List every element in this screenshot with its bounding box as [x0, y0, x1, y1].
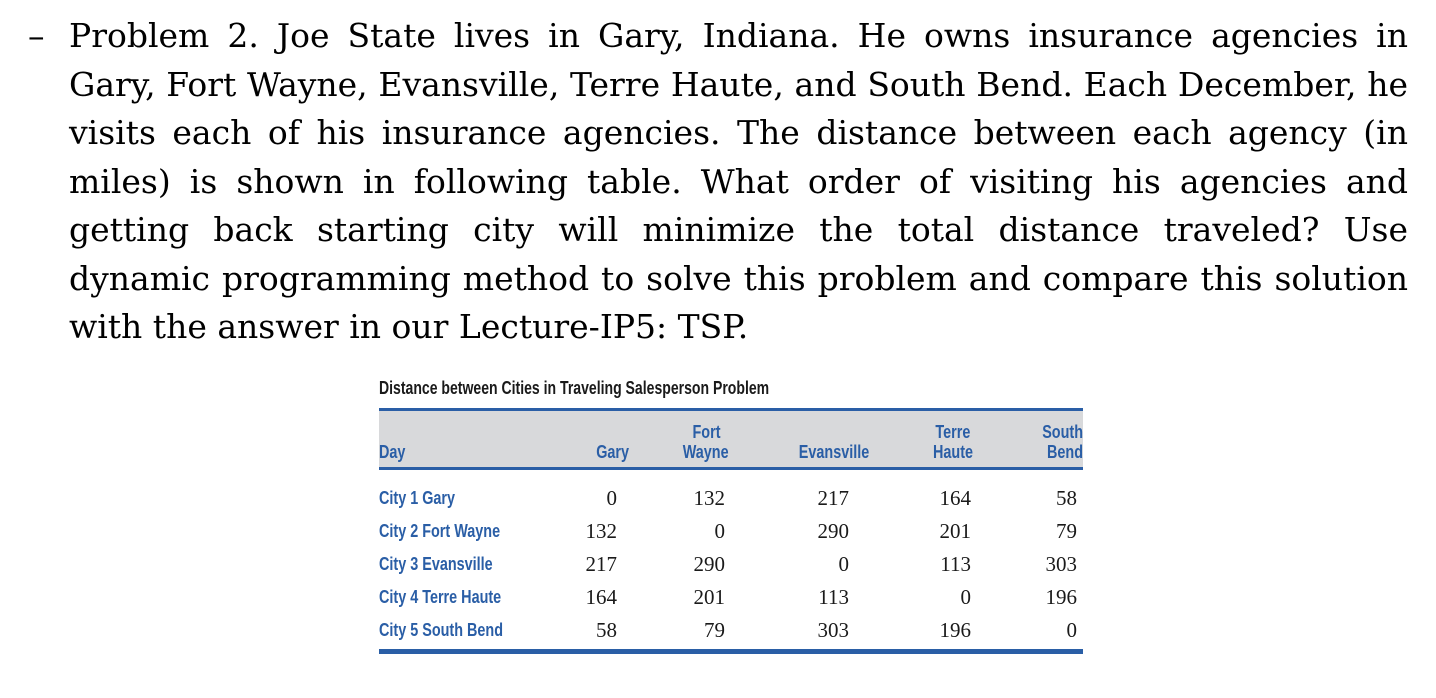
header-terre-haute-line2: Haute	[932, 442, 973, 462]
table-row: City 5 South Bend 58 79 303 196 0	[379, 616, 1083, 649]
table-bottom-rule	[379, 649, 1083, 654]
row-label: City 5 South Bend	[379, 620, 504, 640]
cell-value: 79	[704, 618, 725, 642]
table-title: Distance between Cities in Traveling Sal…	[379, 378, 770, 398]
cell-value: 303	[817, 618, 850, 642]
cell-value: 132	[585, 519, 618, 543]
problem-statement: – Problem 2. Joe State lives in Gary, In…	[28, 12, 1408, 352]
cell-value: 113	[818, 585, 849, 609]
header-fort-wayne: Fort Wayne	[666, 422, 746, 462]
cell-value: 58	[1056, 486, 1077, 510]
cell-value: 217	[585, 552, 618, 576]
distance-table: Distance between Cities in Traveling Sal…	[379, 372, 1083, 654]
header-gary-label: Gary	[596, 442, 629, 462]
cell-value: 0	[606, 486, 618, 510]
cell-value: 0	[838, 552, 850, 576]
problem-text: Problem 2. Joe State lives in Gary, Indi…	[69, 16, 1408, 346]
cell-value: 0	[714, 519, 726, 543]
header-day-label: Day	[379, 442, 406, 462]
header-gary: Gary	[569, 442, 629, 462]
cell-value: 164	[585, 585, 618, 609]
row-label: City 2 Fort Wayne	[379, 521, 501, 541]
cell-value: 79	[1056, 519, 1077, 543]
cell-value: 290	[817, 519, 850, 543]
cell-value: 290	[693, 552, 726, 576]
cell-value: 164	[939, 486, 972, 510]
table-row: City 2 Fort Wayne 132 0 290 201 79	[379, 517, 1083, 550]
header-evansville: Evansville	[774, 442, 894, 462]
header-terre-haute: Terre Haute	[917, 422, 989, 462]
header-south-bend-line1: South	[1042, 422, 1083, 442]
header-day: Day	[379, 442, 412, 462]
cell-value: 113	[940, 552, 971, 576]
table-row: City 1 Gary 0 132 217 164 58	[379, 484, 1083, 517]
header-fort-wayne-line1: Fort	[692, 422, 720, 442]
header-terre-haute-line1: Terre	[935, 422, 971, 442]
table-body: City 1 Gary 0 132 217 164 58 City 2 Fort…	[379, 484, 1083, 654]
cell-value: 0	[1066, 618, 1078, 642]
cell-value: 196	[1045, 585, 1078, 609]
list-dash: –	[28, 16, 45, 55]
header-south-bend-line2: Bend	[1047, 442, 1083, 462]
cell-value: 132	[693, 486, 726, 510]
cell-value: 196	[939, 618, 972, 642]
row-label: City 4 Terre Haute	[379, 587, 502, 607]
header-evansville-label: Evansville	[798, 442, 870, 462]
cell-value: 201	[693, 585, 726, 609]
cell-value: 0	[960, 585, 972, 609]
row-label: City 3 Evansville	[379, 554, 493, 574]
table-row: City 3 Evansville 217 290 0 113 303	[379, 550, 1083, 583]
row-label: City 1 Gary	[379, 488, 456, 508]
cell-value: 201	[939, 519, 972, 543]
table-header: Day Gary Fort Wayne Evansville Terre Hau…	[379, 408, 1083, 470]
cell-value: 58	[596, 618, 617, 642]
cell-value: 303	[1045, 552, 1078, 576]
header-south-bend: South Bend	[1013, 422, 1083, 462]
table-row: City 4 Terre Haute 164 201 113 0 196	[379, 583, 1083, 616]
header-fort-wayne-line2: Wayne	[683, 442, 729, 462]
cell-value: 217	[817, 486, 850, 510]
